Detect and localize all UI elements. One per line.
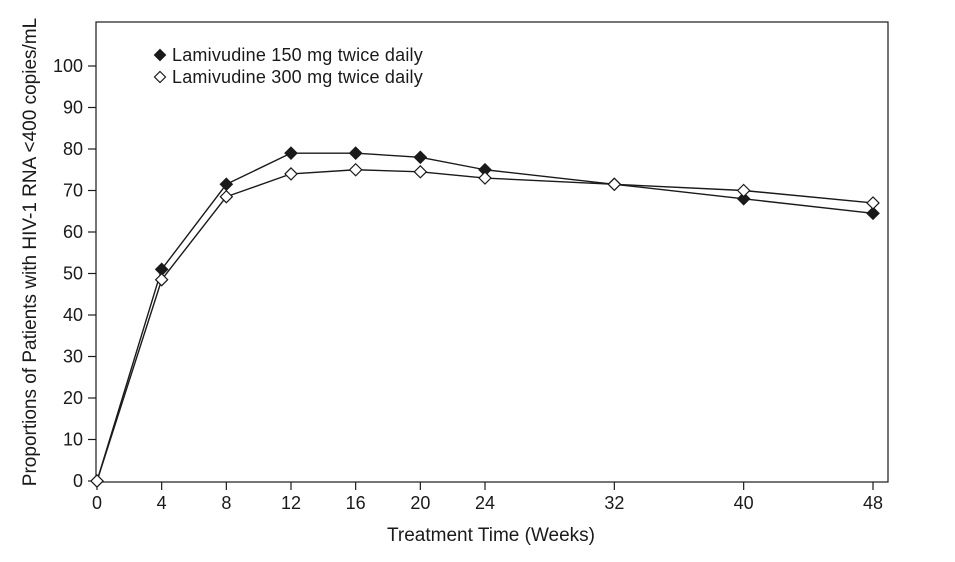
- y-tick-label: 50: [63, 264, 83, 284]
- filled-diamond-point: [866, 206, 880, 221]
- open-diamond-point: [478, 171, 492, 185]
- x-axis-title: Treatment Time (Weeks): [387, 525, 595, 546]
- x-tick-label: 0: [92, 493, 102, 513]
- x-tick-label: 16: [346, 493, 366, 513]
- open-diamond-point: [90, 474, 104, 488]
- y-tick-label: 30: [63, 347, 83, 367]
- series-1: [90, 146, 880, 488]
- legend-open-diamond-icon: [153, 70, 167, 84]
- y-axis-title: Proportions of Patients with HIV-1 RNA <…: [20, 18, 41, 486]
- filled-diamond-point: [736, 191, 751, 206]
- series-line: [96, 152, 874, 482]
- y-tick-label: 0: [73, 471, 83, 491]
- series-2: [90, 162, 880, 488]
- x-tick-label: 8: [221, 493, 231, 513]
- x-tick-label: 24: [475, 493, 495, 513]
- x-tick-label: 48: [863, 493, 883, 513]
- x-tick-label: 4: [157, 493, 167, 513]
- y-tick-label: 100: [53, 56, 83, 76]
- open-diamond-point: [736, 183, 751, 198]
- open-diamond-point: [413, 164, 428, 179]
- y-tick-label: 10: [63, 430, 83, 450]
- y-tick-label: 20: [63, 388, 83, 408]
- legend-filled-diamond-icon: [153, 48, 167, 62]
- x-axis: 0 4 8 12 16 20 24 32 40 48: [92, 482, 883, 513]
- x-tick-label: 20: [410, 493, 430, 513]
- filled-diamond-point: [219, 177, 234, 192]
- open-diamond-point: [348, 162, 363, 177]
- series-layer: [90, 146, 880, 488]
- y-tick-label: 40: [63, 305, 83, 325]
- y-tick-label: 90: [63, 98, 83, 118]
- y-tick-label: 70: [63, 181, 83, 201]
- legend-label: Lamivudine 150 mg twice daily: [172, 45, 423, 65]
- series-line: [96, 169, 874, 482]
- x-tick-label: 32: [604, 493, 624, 513]
- open-diamond-point: [607, 177, 622, 192]
- open-diamond-point: [866, 196, 880, 210]
- open-diamond-point: [219, 189, 234, 204]
- open-diamond-point: [284, 167, 298, 181]
- y-axis: 0 10 20 30 40 50 60 70 80 90 100: [53, 56, 96, 491]
- x-tick-label: 40: [734, 493, 754, 513]
- filled-diamond-point: [348, 146, 363, 160]
- filled-diamond-point: [413, 150, 428, 165]
- legend: Lamivudine 150 mg twice dailyLamivudine …: [153, 45, 423, 87]
- plot-frame: [95, 21, 889, 483]
- filled-diamond-point: [284, 146, 298, 160]
- open-diamond-point: [154, 272, 169, 287]
- y-tick-label: 80: [63, 139, 83, 159]
- y-tick-label: 60: [63, 222, 83, 242]
- legend-label: Lamivudine 300 mg twice daily: [172, 67, 423, 87]
- x-tick-label: 12: [281, 493, 301, 513]
